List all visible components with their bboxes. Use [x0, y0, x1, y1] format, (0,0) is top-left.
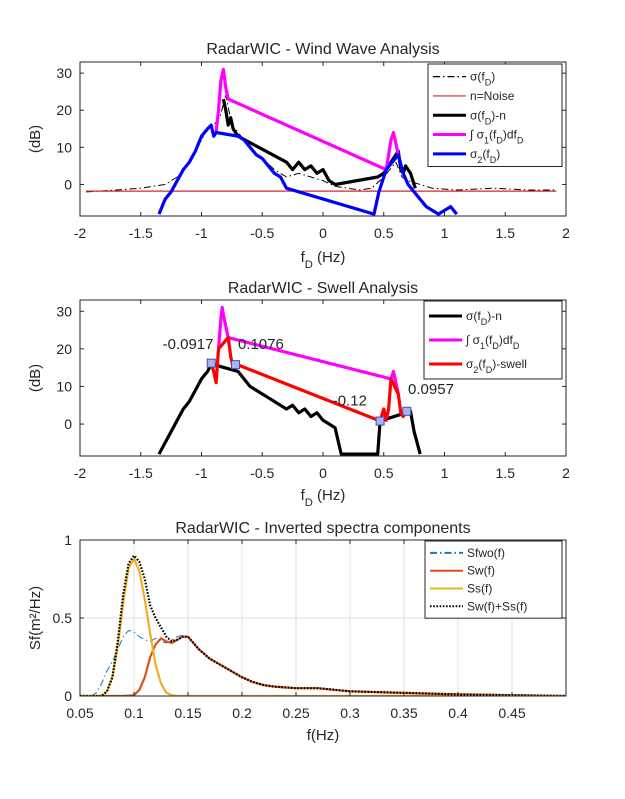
legend-label-f-d-n: σ(fD)-n [470, 108, 506, 126]
legend-label-2-f-d: σ2(fD) [470, 147, 500, 165]
x-tick-label: 0.4 [448, 705, 468, 721]
data-annotation: 0.1076 [238, 336, 284, 353]
data-annotation: -0.0917 [163, 336, 214, 353]
series-line-f-d-n [157, 362, 422, 456]
x-tick-label: -1.5 [129, 465, 153, 481]
legend-label-1-f-d-df-d: ∫ σ1(fD)dfD [469, 128, 524, 146]
legend-label-sw-f: Sw(f) [467, 564, 495, 578]
series-line-1-f-d-df-d [214, 67, 400, 172]
x-tick-label: 1.5 [496, 465, 516, 481]
series-group [157, 305, 422, 456]
x-tick-label: 0.15 [174, 705, 201, 721]
y-axis-label: (dB) [27, 364, 44, 392]
x-tick-label: 0.5 [374, 465, 394, 481]
data-marker [206, 358, 216, 368]
x-tick-label: 0 [319, 225, 327, 241]
chart-title: RadarWIC - Swell Analysis [228, 280, 418, 297]
x-tick-label: 0.25 [282, 705, 309, 721]
x-tick-label: -1.5 [129, 225, 153, 241]
y-tick-label: 0 [64, 688, 72, 704]
y-tick-label: 0 [64, 176, 72, 192]
y-axis-label: Sf(m²/Hz) [27, 586, 44, 650]
legend-label-n-noise: n=Noise [470, 89, 515, 103]
data-marker [375, 416, 385, 426]
series-line-f-d-n [221, 98, 417, 189]
x-tick-label: 1 [441, 225, 449, 241]
y-tick-label: 30 [56, 303, 72, 319]
legend-label-ss-f: Ss(f) [467, 582, 492, 596]
series-line-2-f-d [157, 123, 458, 216]
legend-label-f-d-n: σ(fD)-n [466, 309, 502, 327]
x-axis-label: fD (Hz) [301, 487, 346, 509]
y-tick-label: 0.5 [53, 610, 73, 626]
y-tick-label: 10 [56, 378, 72, 394]
x-tick-label: -2 [74, 465, 87, 481]
x-tick-label: 0.1 [124, 705, 144, 721]
series-line-sw-f [80, 635, 566, 696]
x-tick-label: 2 [562, 465, 570, 481]
x-tick-label: 0 [319, 465, 327, 481]
data-marker [231, 360, 241, 370]
inverted-spectra-chart: 0.05 0.1 0.15 0.2 0.25 0.3 0.35 0.4 0.45 0 0.5 1 Rad… [27, 520, 567, 744]
data-annotation: 0.0957 [408, 381, 454, 398]
legend-label-2-f-d-swell: σ2(fD)-swell [466, 357, 527, 375]
chart-title: RadarWIC - Inverted spectra components [175, 520, 470, 537]
x-tick-label: 0.05 [66, 705, 93, 721]
data-annotation: -0.12 [333, 392, 367, 409]
legend-label-f-d: σ(fD) [470, 70, 495, 88]
legend-label-sw-f-ss-f: Sw(f)+Ss(f) [467, 599, 527, 613]
data-marker [402, 406, 412, 416]
x-tick-label: -1 [195, 225, 208, 241]
x-tick-label: 0.2 [232, 705, 252, 721]
y-tick-label: 1 [64, 532, 72, 548]
legend: Sfwo(f) Sw(f) Ss(f) Sw(f)+Ss(f) [424, 540, 563, 619]
series-group [80, 554, 566, 696]
x-axis-label: f(Hz) [307, 727, 340, 744]
series-line-sfwo-f [90, 630, 566, 696]
x-tick-label: -0.5 [250, 225, 274, 241]
chart-title: RadarWIC - Wind Wave Analysis [206, 41, 439, 58]
x-tick-label: 0.45 [498, 705, 525, 721]
series-line-ss-f [80, 557, 566, 696]
x-tick-label: 2 [562, 225, 570, 241]
x-axis-label: fD (Hz) [301, 249, 346, 271]
series-line-1-f-d-df-d [216, 305, 400, 395]
series-line-f-d [86, 94, 557, 193]
series-group [86, 67, 557, 216]
x-tick-label: 0.35 [390, 705, 417, 721]
x-tick-label: -0.5 [250, 465, 274, 481]
x-tick-label: -2 [74, 225, 87, 241]
legend-label-sfwo-f: Sfwo(f) [467, 546, 505, 560]
x-tick-label: 1.5 [496, 225, 516, 241]
y-tick-label: 10 [56, 139, 72, 155]
y-tick-label: 20 [56, 341, 72, 357]
y-axis-label: (dB) [27, 125, 44, 153]
x-tick-label: 0.5 [374, 225, 394, 241]
legend-label-1-f-d-df-d: ∫ σ1(fD)dfD [465, 333, 520, 351]
x-tick-label: -1 [195, 465, 208, 481]
y-tick-label: 0 [64, 416, 72, 432]
series-line-sw-f-ss-f [80, 554, 566, 696]
x-tick-label: 0.3 [340, 705, 360, 721]
y-tick-label: 20 [56, 102, 72, 118]
x-tick-label: 1 [441, 465, 449, 481]
y-tick-label: 30 [56, 65, 72, 81]
legend: σ(fD)-n ∫ σ1(fD)dfD σ2(fD)-swell [423, 300, 563, 380]
